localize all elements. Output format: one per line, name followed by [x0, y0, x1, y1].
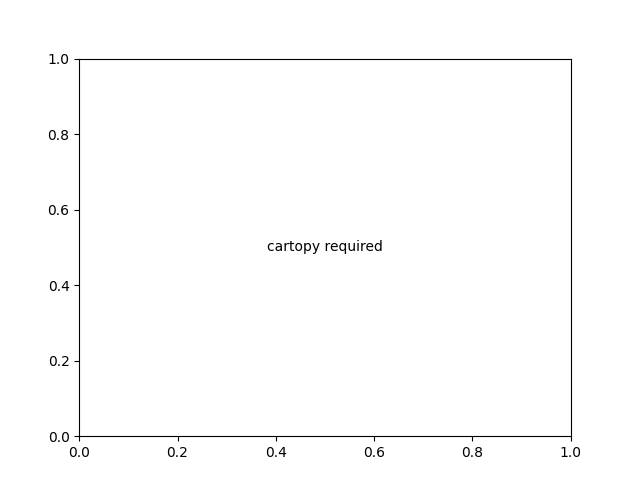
- Text: cartopy required: cartopy required: [267, 241, 383, 254]
